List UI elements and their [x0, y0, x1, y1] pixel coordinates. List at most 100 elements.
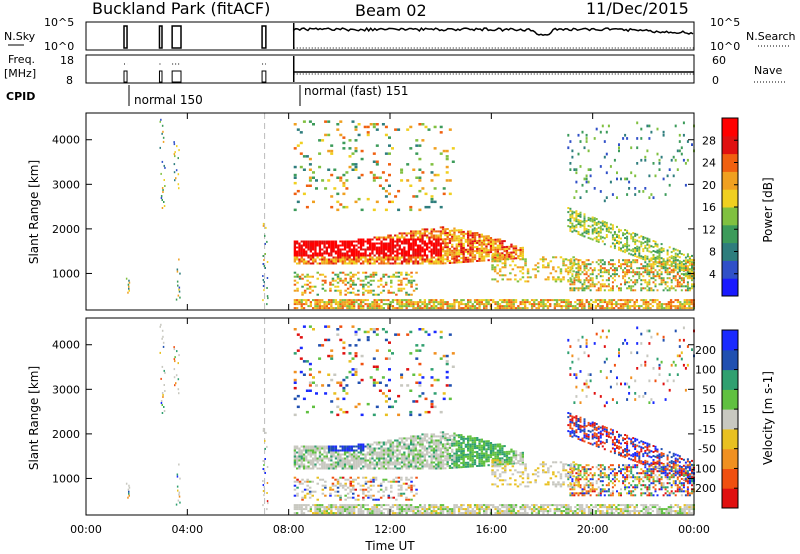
power-echo-cell	[403, 250, 406, 253]
power-echo-cell	[691, 143, 693, 146]
power-echo-cell	[414, 254, 417, 257]
velocity-echo-cell	[416, 467, 420, 470]
power-echo-cell	[444, 303, 447, 306]
power-echo-cell	[564, 264, 568, 267]
power-echo-cell	[473, 299, 477, 302]
power-echo-cell	[460, 237, 463, 240]
power-echo-cell	[567, 279, 570, 282]
power-echo-cell	[128, 289, 130, 292]
power-echo-cell	[682, 263, 685, 266]
power-echo-cell	[444, 252, 447, 255]
power-echo-cell	[359, 301, 363, 304]
velocity-echo-cell	[567, 512, 570, 515]
power-echo-cell	[455, 261, 458, 264]
power-colorbar-tick-label: 4	[709, 268, 716, 281]
power-echo-cell	[496, 252, 499, 255]
power-echo-cell	[585, 285, 588, 288]
power-echo-cell	[666, 259, 669, 262]
power-echo-cell	[644, 246, 647, 249]
power-echo-cell	[350, 244, 353, 247]
power-echo-cell	[483, 299, 486, 302]
power-echo-cell	[510, 307, 513, 310]
power-echo-cell	[306, 273, 309, 276]
power-echo-cell	[476, 250, 479, 252]
power-echo-cell	[405, 291, 408, 294]
power-echo-cell	[496, 280, 499, 283]
velocity-echo-cell	[312, 459, 315, 462]
power-echo-cell	[670, 158, 673, 162]
power-echo-cell	[599, 299, 602, 302]
velocity-echo-cell	[391, 449, 395, 452]
power-echo-cell	[684, 273, 687, 276]
power-echo-cell	[485, 255, 488, 258]
power-echo-cell	[372, 271, 375, 274]
power-echo-cell	[603, 299, 607, 302]
power-echo-cell	[610, 301, 613, 304]
velocity-echo-cell	[321, 461, 324, 464]
power-echo-cell	[654, 174, 657, 178]
power-echo-cell	[577, 219, 580, 221]
power-echo-cell	[321, 240, 324, 243]
velocity-echo-cell	[403, 463, 406, 466]
power-echo-cell	[559, 270, 563, 273]
power-echo-cell	[595, 224, 598, 226]
velocity-echo-cell	[412, 467, 415, 470]
velocity-echo-cell	[159, 351, 161, 354]
power-echo-cell	[595, 238, 598, 241]
velocity-echo-cell	[688, 508, 691, 511]
velocity-echo-cell	[378, 467, 381, 470]
power-echo-cell	[346, 307, 349, 310]
velocity-echo-cell	[683, 508, 686, 511]
velocity-echo-cell	[343, 457, 347, 460]
power-echo-cell	[460, 253, 463, 256]
power-echo-cell	[686, 287, 689, 290]
power-echo-cell	[387, 256, 390, 259]
velocity-echo-cell	[332, 512, 335, 515]
power-echo-cell	[369, 260, 372, 263]
power-echo-cell	[664, 264, 667, 267]
velocity-echo-cell	[160, 323, 162, 326]
power-echo-cell	[405, 273, 408, 276]
power-echo-cell	[416, 303, 420, 306]
velocity-echo-cell	[528, 506, 531, 509]
power-echo-cell	[569, 221, 572, 224]
power-echo-cell	[162, 136, 165, 139]
velocity-echo-cell	[444, 508, 447, 511]
power-colorbar-tick-label: 8	[709, 246, 716, 259]
power-echo-cell	[387, 258, 390, 261]
velocity-echo-cell	[330, 445, 333, 448]
power-echo-cell	[688, 258, 691, 261]
power-echo-cell	[398, 236, 401, 239]
power-echo-cell	[457, 301, 461, 304]
power-echo-cell	[400, 248, 404, 251]
power-echo-cell	[337, 256, 340, 259]
power-echo-cell	[571, 275, 574, 278]
velocity-echo-cell	[362, 453, 365, 456]
power-echo-cell	[688, 289, 691, 292]
velocity-echo-cell	[407, 508, 410, 511]
power-echo-cell	[324, 279, 327, 282]
power-echo-cell	[360, 157, 364, 161]
power-echo-cell	[533, 305, 536, 308]
power-echo-cell	[437, 301, 440, 304]
power-echo-cell	[163, 164, 165, 167]
power-echo-cell	[668, 289, 671, 292]
power-echo-cell	[514, 251, 518, 254]
power-echo-cell	[387, 275, 390, 278]
power-echo-cell	[656, 251, 659, 254]
velocity-echo-cell	[494, 512, 497, 515]
power-echo-cell	[296, 273, 299, 276]
nsky-pulse	[158, 25, 163, 49]
power-echo-cell	[534, 268, 537, 271]
power-echo-cell	[658, 261, 661, 264]
power-echo-cell	[467, 256, 470, 259]
velocity-echo-cell	[327, 506, 331, 509]
power-echo-cell	[451, 245, 454, 248]
power-echo-cell	[400, 168, 404, 171]
power-echo-cell	[415, 283, 418, 286]
power-echo-cell	[435, 248, 438, 251]
velocity-echo-cell	[587, 508, 591, 511]
velocity-echo-cell	[487, 506, 490, 509]
power-echo-cell	[460, 301, 463, 304]
power-echo-cell	[632, 250, 635, 253]
